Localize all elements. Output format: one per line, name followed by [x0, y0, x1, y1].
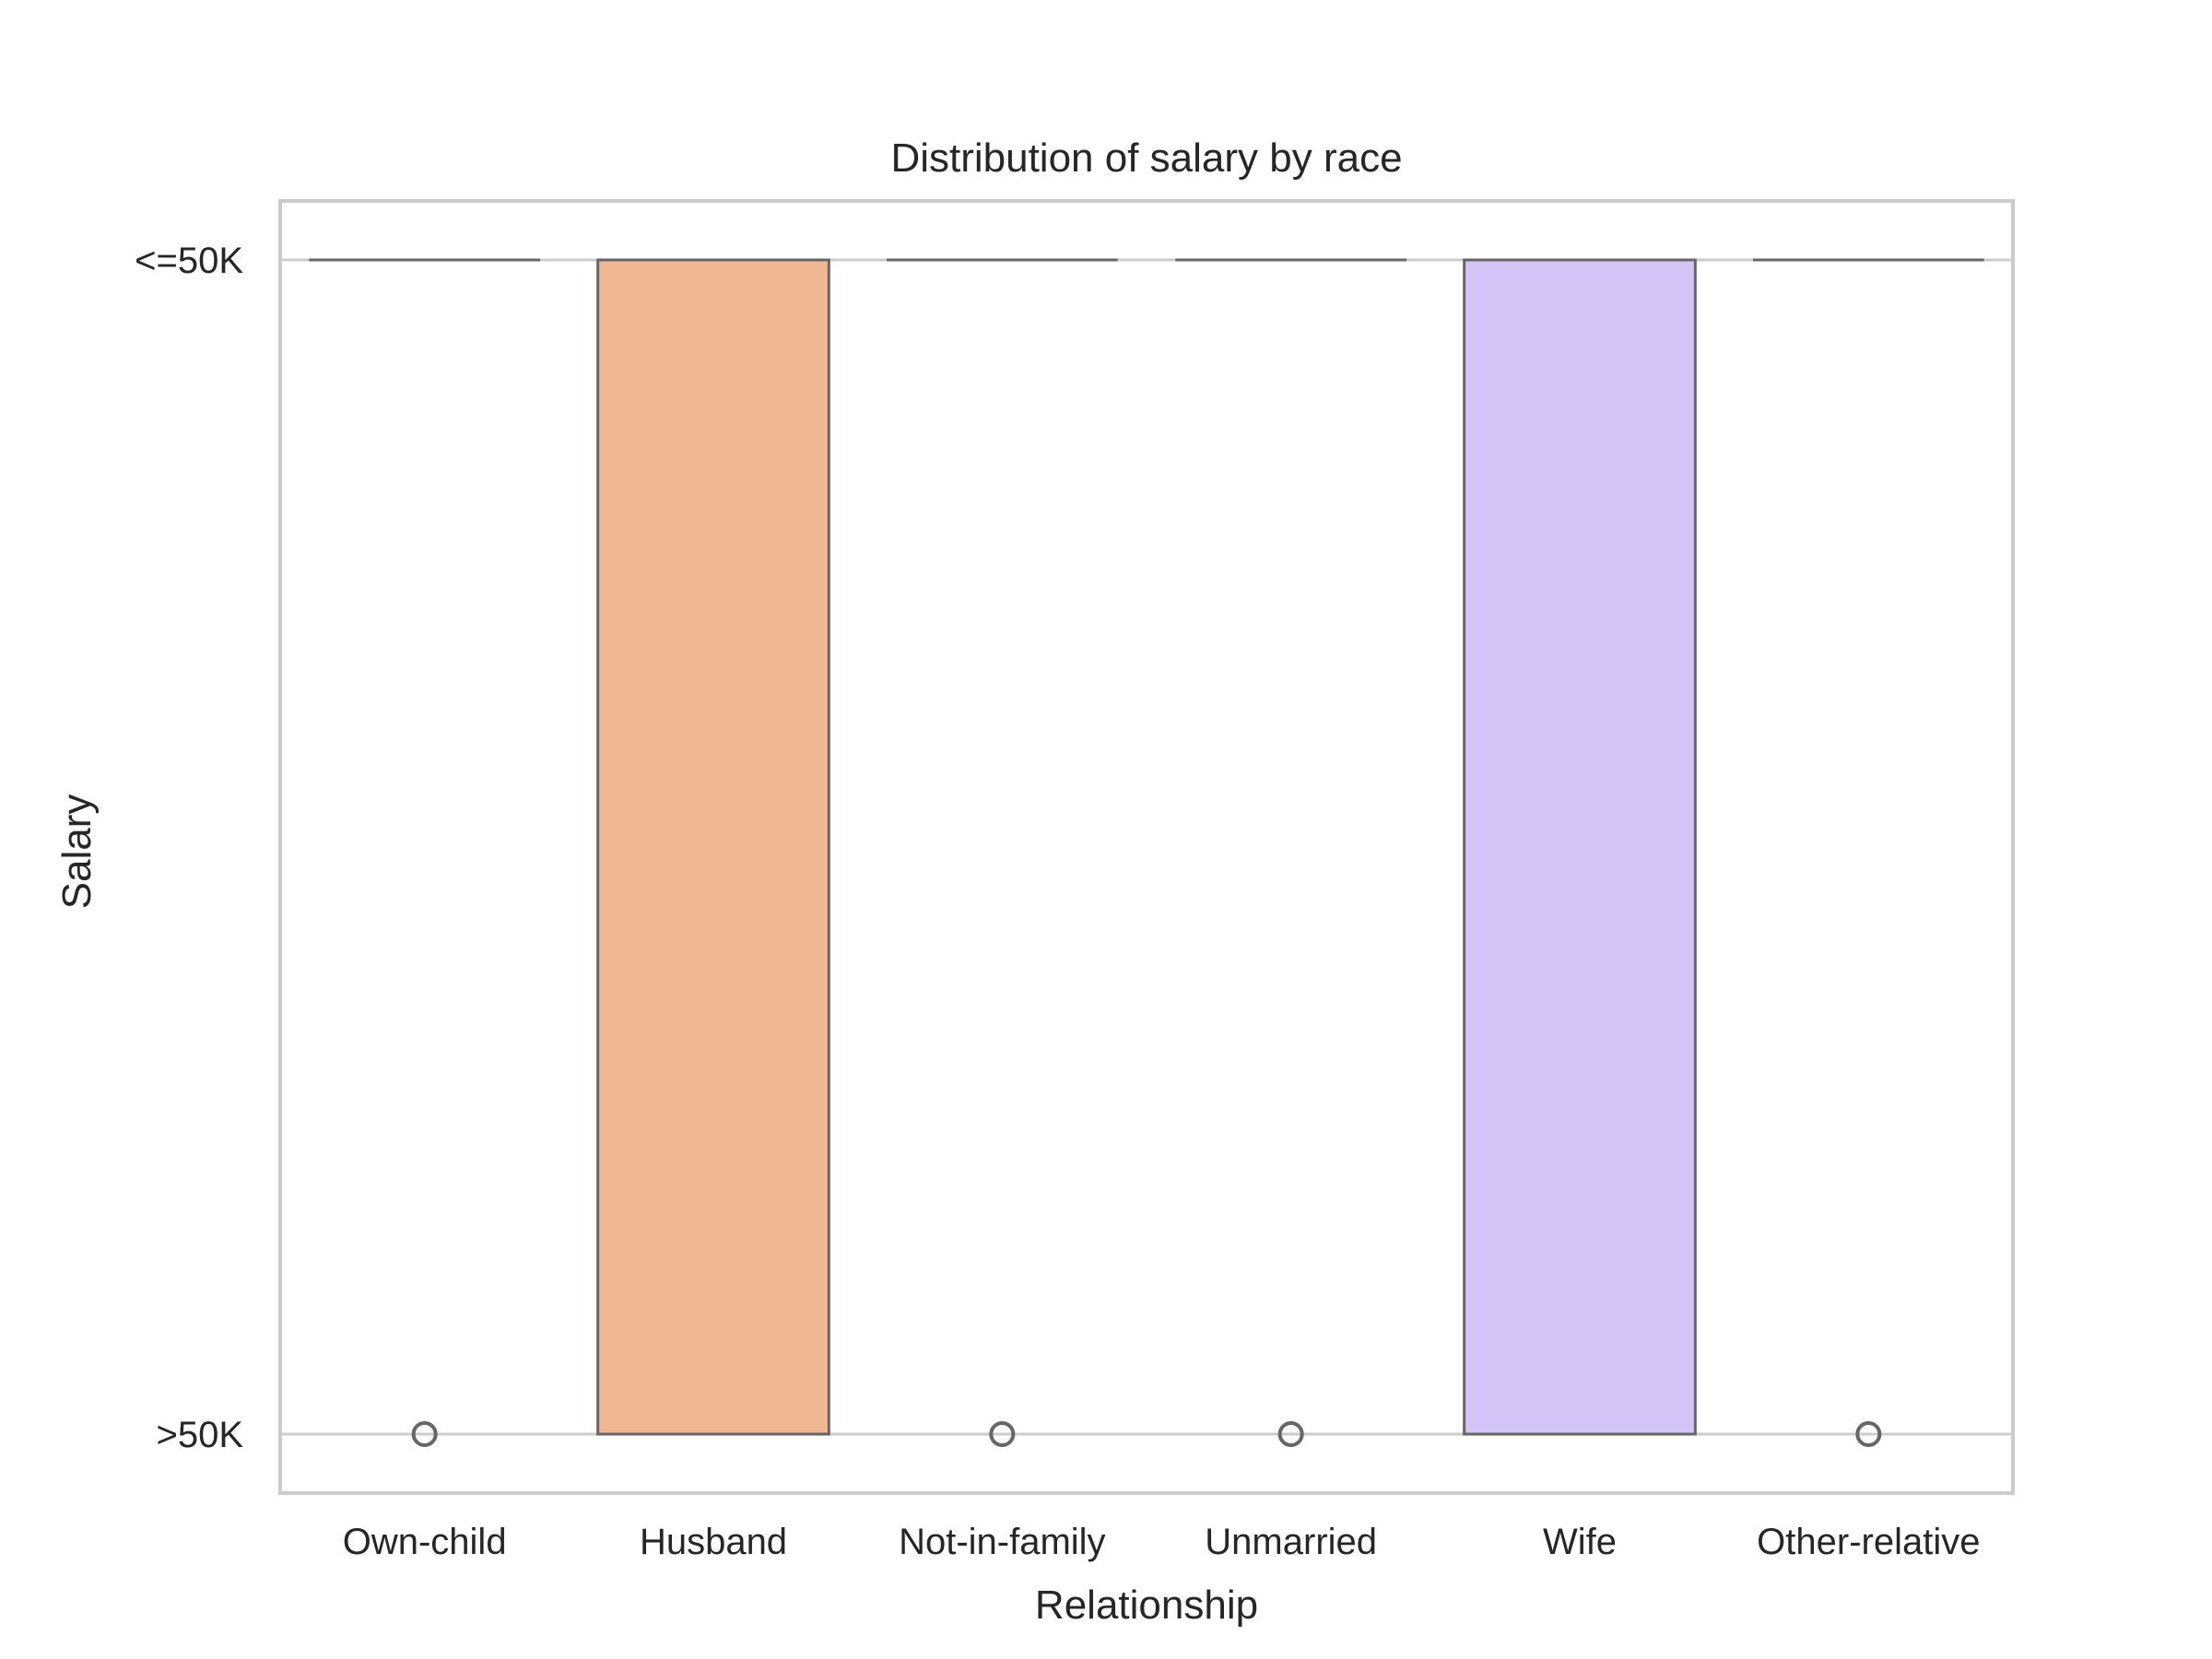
y-tick-label: >50K: [156, 1415, 243, 1455]
tick-labels: <=50K >50K Own-child Husband Not-in-family Un…: [135, 241, 1980, 1562]
x-tick-label: Husband: [640, 1522, 787, 1562]
x-tick-label: Unmarried: [1205, 1522, 1377, 1562]
x-tick-label: Not-in-family: [899, 1522, 1105, 1562]
outlier-point: [1855, 1421, 1882, 1447]
x-tick-label: Wife: [1543, 1522, 1617, 1562]
outlier-point: [1277, 1421, 1304, 1447]
y-tick-label: <=50K: [135, 241, 243, 281]
x-tick-label: Other-relative: [1757, 1522, 1980, 1562]
grid: [280, 258, 2013, 1436]
chart-title: Distribution of salary by race: [890, 135, 1402, 181]
y-axis-label: Salary: [54, 794, 100, 910]
box-wife: [1463, 258, 1697, 1436]
outlier-point: [411, 1421, 438, 1447]
plot-frame: [278, 199, 2015, 1495]
x-tick-label: Own-child: [343, 1522, 507, 1562]
box-plot-layer: [309, 258, 1984, 1447]
x-axis-label: Relationship: [1035, 1583, 1258, 1628]
outlier-point: [989, 1421, 1016, 1447]
box-husband: [596, 258, 830, 1436]
